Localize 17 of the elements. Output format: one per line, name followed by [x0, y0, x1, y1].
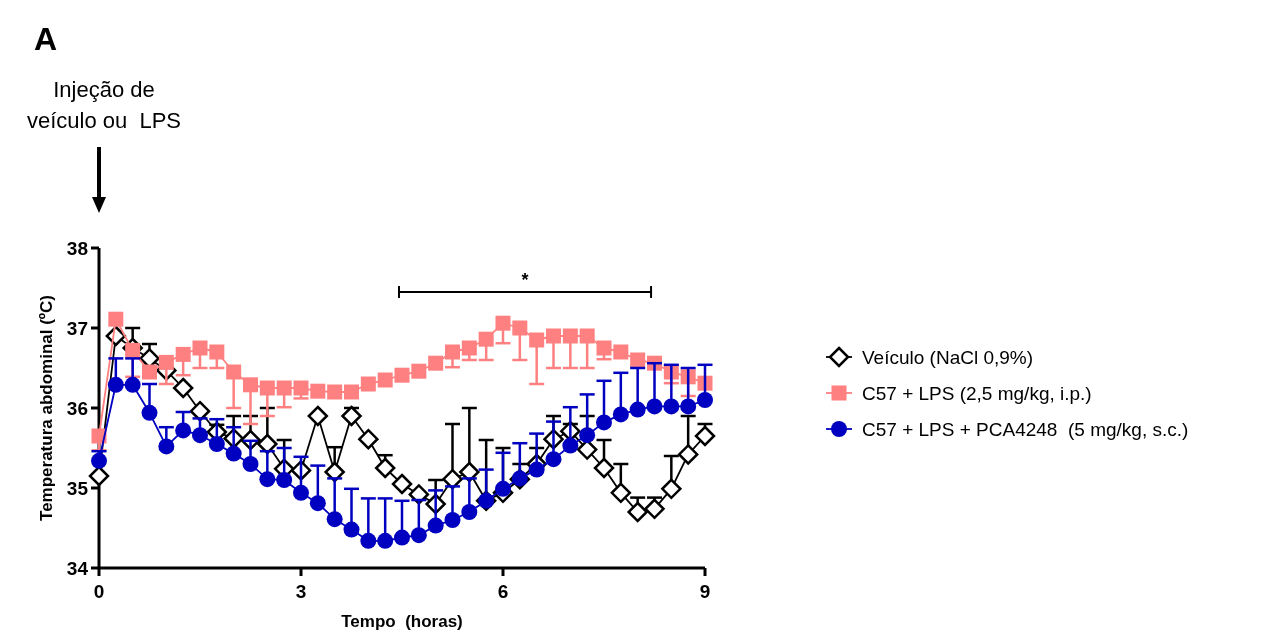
x-tick-label: 0: [93, 581, 105, 602]
chart-title: A: [34, 21, 58, 57]
x-axis-title: Tempo (horas): [341, 612, 463, 631]
x-tick-label: 3: [295, 581, 307, 602]
y-axis-title: Temperatura abdominal (ºC): [37, 295, 56, 521]
annotation: *: [521, 270, 529, 290]
y-tick-label: 34: [66, 557, 89, 579]
y-tick-label: 36: [66, 397, 88, 419]
x-tick-label: 9: [699, 581, 711, 602]
y-tick-label: 35: [66, 477, 89, 499]
text: Injeção de veículo ou LPS: [26, 77, 182, 133]
y-tick-label: 38: [66, 237, 88, 259]
x-tick-label: 6: [497, 581, 509, 602]
legend-label: C57 + LPS + PCA4248 (5 mg/kg, s.c.): [862, 418, 1189, 440]
legend-label: C57 + LPS (2,5 mg/kg, i.p.): [862, 382, 1092, 404]
y-tick-label: 37: [66, 317, 88, 339]
legend-label: Veículo (NaCl 0,9%): [862, 346, 1034, 368]
